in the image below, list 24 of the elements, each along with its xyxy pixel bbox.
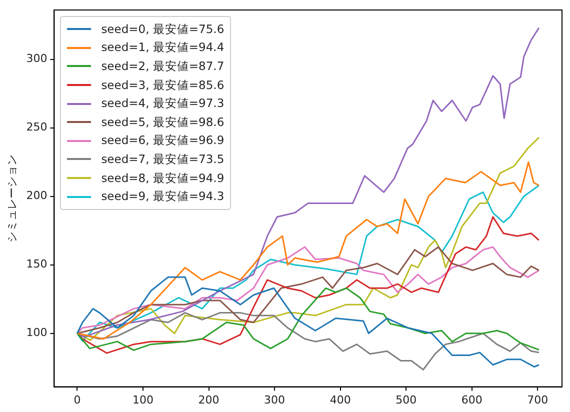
legend-label: seed=2, 最安値=87.7 [101, 58, 224, 74]
legend-label: seed=9, 最安値=94.3 [101, 189, 224, 204]
y-tick-label: 150 [26, 258, 48, 271]
x-tick-label: 0 [74, 393, 81, 406]
legend-label: seed=5, 最安値=98.6 [101, 114, 224, 130]
x-tick-label: 200 [198, 393, 220, 406]
legend-label: seed=0, 最安値=75.6 [101, 22, 224, 37]
legend-label: seed=7, 最安値=73.5 [101, 152, 224, 167]
x-tick-label: 300 [264, 393, 286, 406]
x-tick-label: 500 [396, 393, 417, 406]
x-tick-label: 400 [330, 393, 351, 406]
y-tick-label: 200 [26, 189, 48, 202]
legend-label: seed=6, 最安値=96.9 [101, 133, 224, 148]
x-tick-label: 100 [132, 393, 154, 406]
y-tick-label: 300 [26, 52, 48, 66]
legend-label: seed=8, 最安値=94.9 [101, 170, 224, 186]
legend-label: seed=3, 最安値=85.6 [101, 78, 224, 93]
y-axis-title: シミュレーション [5, 154, 18, 242]
legend-label: seed=1, 最安値=94.4 [101, 40, 224, 56]
legend-label: seed=4, 最安値=97.3 [101, 96, 224, 112]
x-tick-label: 600 [461, 393, 482, 406]
x-tick-label: 700 [527, 393, 548, 406]
y-tick-label: 250 [26, 120, 48, 134]
y-tick-label: 100 [26, 326, 48, 340]
